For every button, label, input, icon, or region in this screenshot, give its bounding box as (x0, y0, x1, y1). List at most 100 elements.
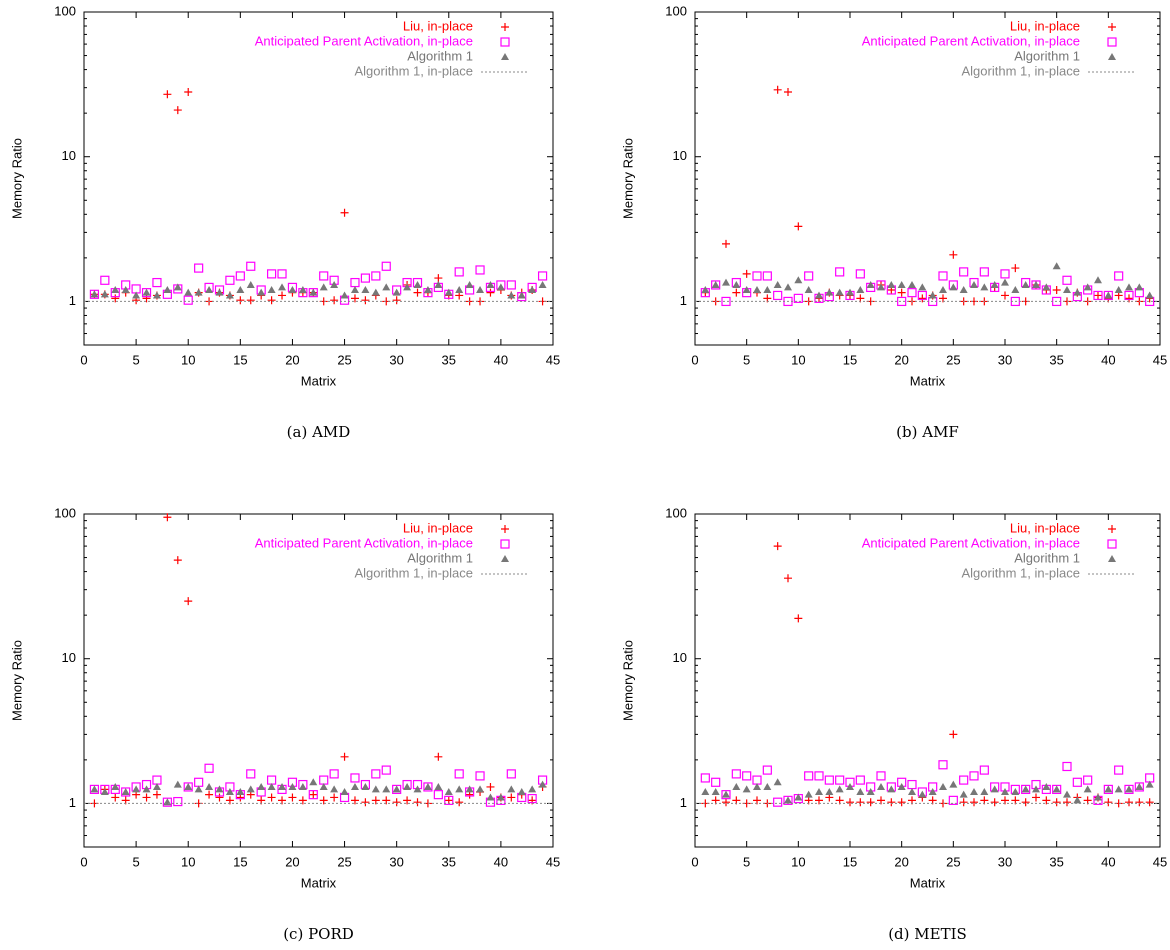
triangle-marker (1052, 262, 1061, 270)
triangle-marker (194, 288, 203, 296)
triangle-marker (773, 280, 782, 288)
triangle-marker (507, 291, 516, 299)
square-marker (835, 267, 845, 277)
plus-marker (897, 288, 906, 297)
square-marker (938, 760, 948, 770)
plus-marker (392, 296, 401, 305)
triangle-marker (980, 283, 989, 291)
y-tick-label: 1 (680, 293, 687, 308)
plus-marker (350, 796, 359, 805)
legend-label: Anticipated Parent Activation, in-place (862, 33, 1080, 48)
x-tick-label: 40 (494, 854, 508, 869)
triangle-marker (928, 787, 937, 795)
x-tick-label: 15 (843, 352, 857, 367)
triangle-marker (959, 790, 968, 798)
plus-marker (1001, 291, 1009, 300)
plot-frame (694, 513, 1161, 848)
y-axis-label: Memory Ratio (9, 138, 24, 219)
x-tick-label: 0 (691, 854, 698, 869)
triangle-marker (330, 280, 339, 288)
triangle-marker (753, 782, 761, 790)
legend-label: Algorithm 1 (1014, 550, 1080, 565)
triangle-marker (246, 280, 255, 288)
y-tick-label: 10 (673, 650, 687, 665)
legend-label: Algorithm 1, in-place (355, 565, 474, 580)
triangle-marker (711, 280, 720, 288)
plus-marker (142, 294, 151, 303)
x-tick-label: 45 (1153, 352, 1167, 367)
triangle-marker (371, 288, 380, 296)
plus-marker (1021, 798, 1030, 807)
square-marker (319, 775, 329, 785)
square-marker (979, 267, 989, 277)
square-marker (246, 261, 256, 271)
triangle-marker (742, 785, 751, 793)
legend-marker (501, 555, 509, 562)
triangle-marker (701, 285, 710, 293)
triangle-marker (1063, 790, 1071, 798)
square-marker (1114, 271, 1124, 281)
triangle-marker (132, 785, 141, 793)
triangle-marker (215, 288, 224, 296)
y-tick-label: 10 (673, 148, 687, 163)
square-marker (194, 777, 204, 787)
legend-marker (1108, 53, 1116, 60)
triangle-marker (413, 785, 422, 793)
x-tick-label: 0 (80, 854, 87, 869)
triangle-marker (877, 782, 885, 790)
square-marker (897, 296, 907, 307)
y-tick-label: 1 (680, 795, 687, 810)
plus-marker (434, 752, 443, 761)
x-tick-label: 45 (1153, 854, 1167, 869)
plus-marker (1052, 285, 1061, 294)
square-marker (814, 771, 824, 781)
plus-marker (152, 790, 161, 799)
triangle-marker (1032, 280, 1040, 288)
triangle-marker (496, 793, 505, 801)
plus-marker (392, 798, 401, 807)
triangle-marker (173, 780, 182, 788)
plus-marker (330, 793, 339, 802)
triangle-marker (288, 285, 297, 293)
triangle-marker (887, 280, 896, 288)
square-marker (475, 771, 485, 781)
square-marker (329, 769, 339, 779)
y-tick-label: 100 (54, 505, 76, 520)
square-marker (773, 290, 783, 301)
legend-label: Liu, in-place (1010, 520, 1080, 535)
triangle-marker (1145, 780, 1154, 788)
triangle-marker (887, 785, 896, 793)
y-axis-label: Memory Ratio (620, 138, 635, 219)
triangle-marker (990, 280, 999, 288)
x-tick-label: 0 (80, 352, 87, 367)
triangle-marker (309, 288, 318, 296)
square-marker (204, 763, 214, 773)
triangle-marker (897, 782, 906, 790)
triangle-marker (90, 290, 99, 298)
triangle-marker (1042, 283, 1051, 291)
square-marker (1093, 290, 1103, 301)
plus-marker (990, 798, 999, 807)
square-marker (876, 771, 886, 781)
triangle-marker (163, 285, 172, 293)
plus-marker (340, 208, 349, 217)
x-tick-label: 30 (389, 854, 403, 869)
triangle-marker (1073, 288, 1082, 296)
triangle-marker (340, 787, 349, 795)
triangle-marker (298, 285, 307, 293)
square-marker (152, 775, 162, 785)
square-marker (267, 775, 277, 785)
triangle-marker (939, 285, 947, 293)
triangle-marker (444, 288, 453, 296)
square-marker (979, 765, 989, 775)
triangle-marker (1063, 285, 1071, 293)
plus-marker (732, 288, 741, 297)
square-marker (235, 271, 245, 281)
plus-marker (173, 556, 182, 565)
legend-label: Algorithm 1 (407, 550, 473, 565)
triangle-marker (804, 790, 813, 798)
plus-marker (507, 793, 516, 802)
x-tick-label: 15 (233, 352, 247, 367)
square-marker (1072, 777, 1082, 787)
